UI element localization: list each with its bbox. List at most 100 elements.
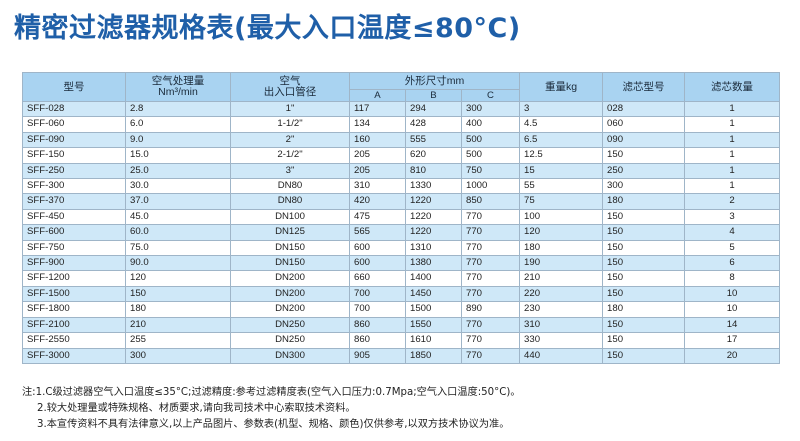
port-cell: DN300 (230, 347, 350, 364)
table-row: SFF-150 15.0 2-1/2" 205 620 500 12.5 150 1 (22, 147, 781, 164)
element-model-cell: 180 (602, 193, 686, 210)
element-model-cell: 090 (602, 131, 686, 149)
element-qty-cell: 3 (684, 208, 781, 226)
page-title: 精密过滤器规格表(最大入口温度≤80°C) (14, 13, 521, 44)
note-line: 2.较大处理量或特殊规格、材质要求,请向我司技术中心索取技术资料。 (37, 403, 356, 414)
model-cell: SFF-150 (22, 147, 126, 164)
element-qty-cell: 1 (684, 100, 781, 118)
header-port: 空气 出入口管径 (230, 72, 350, 102)
element-model-cell: 150 (602, 285, 686, 303)
dim-b-cell: 1220 (405, 193, 462, 210)
port-cell: 1" (230, 100, 350, 118)
weight-cell: 330 (519, 332, 604, 349)
element-qty-cell: 1 (684, 162, 781, 180)
dim-c-cell: 750 (460, 162, 521, 180)
weight-cell: 3 (519, 100, 604, 118)
table-row: SFF-300 30.0 DN80 310 1330 1000 55 300 1 (22, 178, 781, 195)
note-line: 3.本宣传资料不具有法律意义,以上产品图片、参数表(机型、规格、颜色)仅供参考,… (37, 419, 510, 430)
dim-a-cell: 860 (349, 316, 406, 334)
dim-a-cell: 700 (349, 285, 406, 303)
header-dim-c: C (460, 89, 521, 102)
element-model-cell: 150 (602, 270, 686, 287)
weight-cell: 440 (519, 347, 604, 364)
header-model: 型号 (22, 72, 126, 102)
element-model-cell: 060 (602, 116, 686, 133)
header-capacity-label: 空气处理量 (151, 75, 205, 87)
model-cell: SFF-900 (22, 255, 126, 272)
element-model-cell: 150 (602, 316, 686, 334)
dim-b-cell: 1610 (405, 332, 462, 349)
model-cell: SFF-2550 (22, 332, 126, 349)
weight-cell: 190 (519, 255, 604, 272)
element-model-cell: 150 (602, 239, 686, 257)
weight-cell: 310 (519, 316, 604, 334)
capacity-cell: 150 (125, 285, 231, 303)
element-qty-cell: 6 (684, 255, 781, 272)
capacity-cell: 300 (125, 347, 231, 364)
weight-cell: 12.5 (519, 147, 604, 164)
element-model-cell: 150 (602, 332, 686, 349)
port-cell: DN125 (230, 224, 350, 241)
table-row: SFF-250 25.0 3" 205 810 750 15 250 1 (22, 162, 781, 180)
table-row: SFF-750 75.0 DN150 600 1310 770 180 150 5 (22, 239, 781, 257)
element-model-cell: 150 (602, 147, 686, 164)
model-cell: SFF-2100 (22, 316, 126, 334)
dim-a-cell: 660 (349, 270, 406, 287)
capacity-cell: 37.0 (125, 193, 231, 210)
element-model-cell: 180 (602, 301, 686, 318)
table-row: SFF-090 9.0 2" 160 555 500 6.5 090 1 (22, 131, 781, 149)
dim-c-cell: 1000 (460, 178, 521, 195)
spec-table: 型号 空气处理量 Nm³/min 空气 出入口管径 外形尺寸mm 重量kg 滤芯… (22, 72, 781, 364)
element-model-cell: 028 (602, 100, 686, 118)
capacity-cell: 15.0 (125, 147, 231, 164)
table-row: SFF-370 37.0 DN80 420 1220 850 75 180 2 (22, 193, 781, 210)
element-qty-cell: 14 (684, 316, 781, 334)
capacity-cell: 2.8 (125, 100, 231, 118)
table-row: SFF-450 45.0 DN100 475 1220 770 100 150 3 (22, 208, 781, 226)
port-cell: DN80 (230, 178, 350, 195)
dim-b-cell: 620 (405, 147, 462, 164)
dim-b-cell: 1220 (405, 224, 462, 241)
model-cell: SFF-1200 (22, 270, 126, 287)
element-model-cell: 250 (602, 162, 686, 180)
dim-a-cell: 117 (349, 100, 406, 118)
header-dim-b: B (405, 89, 462, 102)
dim-c-cell: 770 (460, 255, 521, 272)
element-model-cell: 150 (602, 208, 686, 226)
dim-b-cell: 555 (405, 131, 462, 149)
port-cell: DN100 (230, 208, 350, 226)
element-qty-cell: 2 (684, 193, 781, 210)
dim-c-cell: 770 (460, 208, 521, 226)
dim-c-cell: 770 (460, 239, 521, 257)
element-qty-cell: 10 (684, 301, 781, 318)
port-cell: DN200 (230, 285, 350, 303)
capacity-cell: 25.0 (125, 162, 231, 180)
header-weight: 重量kg (519, 72, 604, 102)
capacity-cell: 45.0 (125, 208, 231, 226)
header-port-sub: 出入口管径 (263, 86, 317, 98)
capacity-cell: 255 (125, 332, 231, 349)
model-cell: SFF-370 (22, 193, 126, 210)
port-cell: DN250 (230, 332, 350, 349)
element-qty-cell: 1 (684, 178, 781, 195)
dim-c-cell: 890 (460, 301, 521, 318)
capacity-cell: 90.0 (125, 255, 231, 272)
table-row: SFF-028 2.8 1" 117 294 300 3 028 1 (22, 100, 781, 118)
table-row: SFF-1800 180 DN200 700 1500 890 230 180 10 (22, 301, 781, 318)
dim-c-cell: 770 (460, 316, 521, 334)
spec-table-body: SFF-028 2.8 1" 117 294 300 3 028 1 SFF-060 6.0 1-1/… (22, 100, 781, 364)
dim-b-cell: 1330 (405, 178, 462, 195)
dim-a-cell: 905 (349, 347, 406, 364)
port-cell: DN250 (230, 316, 350, 334)
capacity-cell: 120 (125, 270, 231, 287)
notes: 注:1.C级过滤器空气入口温度≤35°C;过滤精度:参考过滤精度表(空气入口压力… (22, 385, 792, 433)
model-cell: SFF-1500 (22, 285, 126, 303)
port-cell: 2" (230, 131, 350, 149)
weight-cell: 220 (519, 285, 604, 303)
table-row: SFF-600 60.0 DN125 565 1220 770 120 150 4 (22, 224, 781, 241)
element-model-cell: 300 (602, 178, 686, 195)
header-dim-a: A (349, 89, 406, 102)
element-model-cell: 150 (602, 224, 686, 241)
dim-b-cell: 1550 (405, 316, 462, 334)
element-model-cell: 150 (602, 255, 686, 272)
